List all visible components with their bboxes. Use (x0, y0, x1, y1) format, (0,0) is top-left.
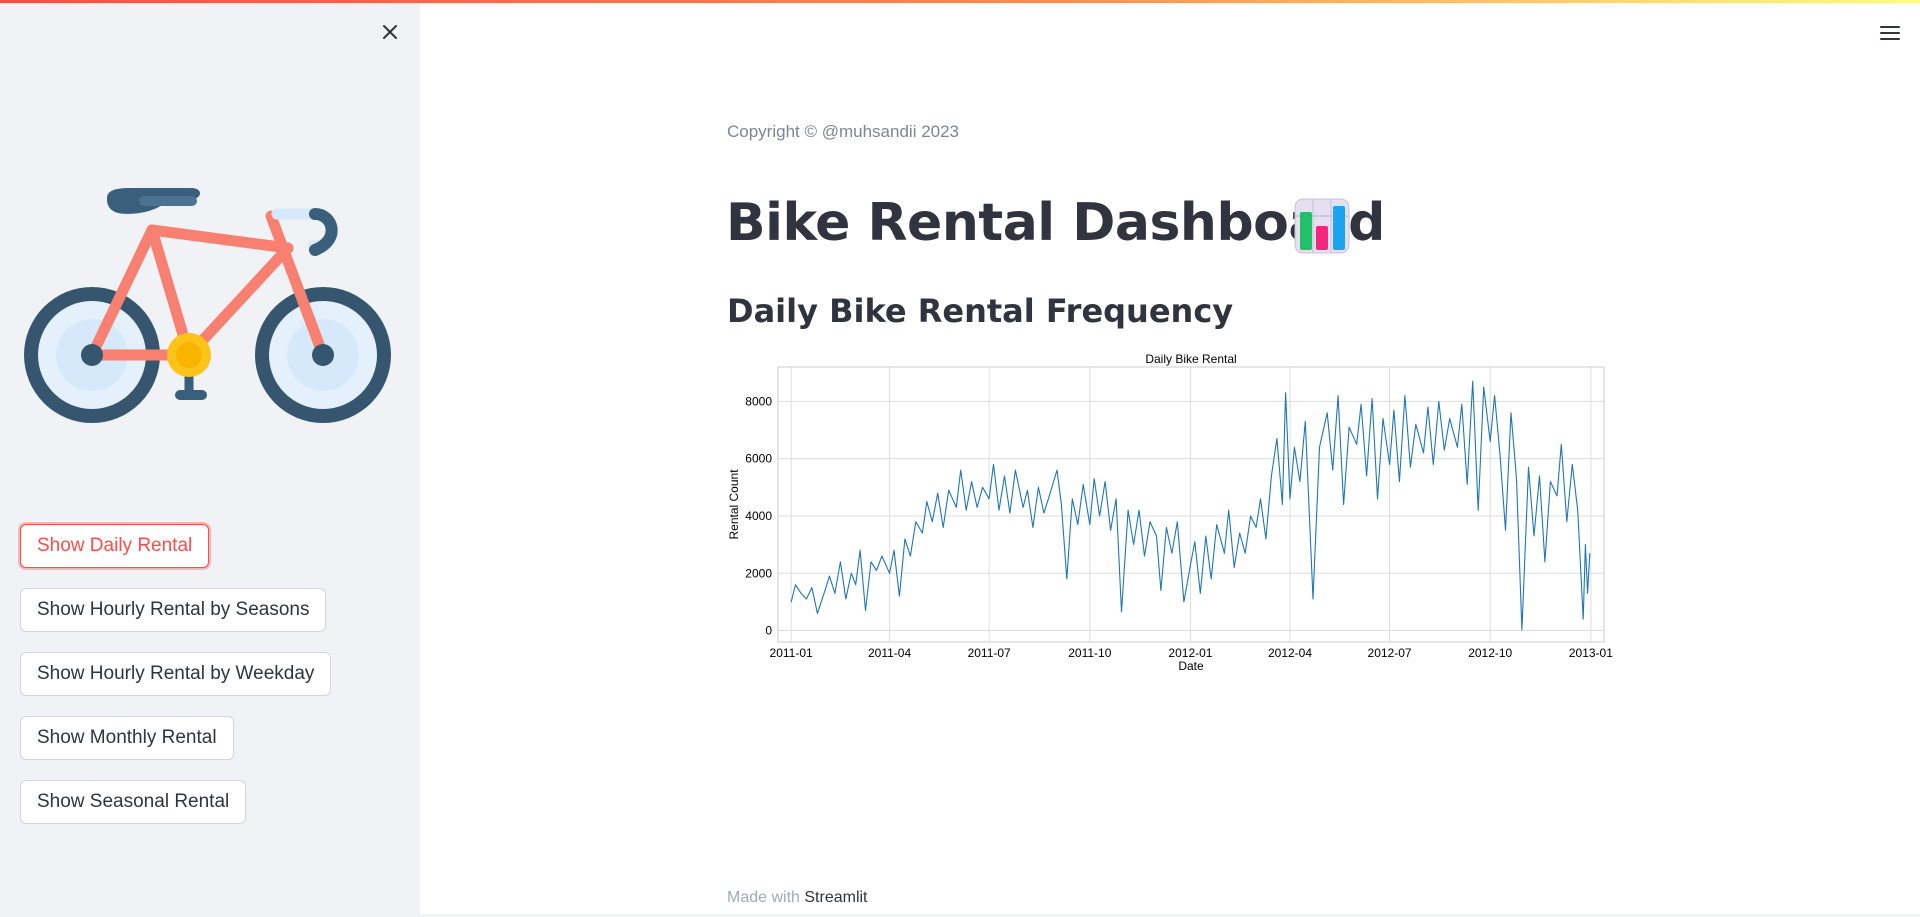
chart-svg: 2011-01 2011-04 2011-07 2011-10 2012-01 2012-… (727, 352, 1613, 673)
series-line-daily-rental (790, 380, 1591, 631)
show-hourly-rental-by-weekday-button[interactable]: Show Hourly Rental by Weekday (20, 652, 332, 696)
x-tick-label: 2012-10 (1468, 646, 1512, 660)
top-decoration-bar (0, 0, 1920, 3)
y-tick-label: 0 (765, 624, 772, 638)
sidebar: Show Daily Rental Show Hourly Rental by … (0, 0, 420, 917)
hamburger-menu-icon[interactable] (1878, 23, 1902, 43)
show-monthly-rental-button[interactable]: Show Monthly Rental (20, 716, 234, 760)
x-tick-label: 2011-04 (868, 646, 911, 660)
x-tick-label: 2011-10 (1068, 646, 1111, 660)
page-title: Bike Rental Dashboard (726, 193, 1385, 253)
x-tick-label: 2012-01 (1168, 646, 1212, 660)
section-heading: Daily Bike Rental Frequency (727, 292, 1234, 330)
close-icon[interactable] (378, 20, 402, 44)
y-axis-label: Rental Count (727, 469, 741, 540)
show-hourly-rental-by-seasons-button[interactable]: Show Hourly Rental by Seasons (20, 588, 327, 632)
bar-chart-emoji-icon (1294, 198, 1350, 254)
x-tick-label: 2013-01 (1569, 646, 1613, 660)
y-tick-label: 4000 (745, 509, 772, 523)
y-tick-label: 6000 (745, 452, 772, 466)
x-tick-label: 2011-01 (770, 646, 813, 660)
y-tick-label: 8000 (745, 394, 772, 408)
x-tick-label: 2012-07 (1368, 646, 1412, 660)
bottom-border (0, 914, 1920, 917)
footer: Made with Streamlit (727, 889, 868, 907)
footer-prefix: Made with (727, 889, 805, 906)
main-content: Copyright © @muhsandii 2023 Bike Rental … (420, 0, 1920, 917)
x-tick-label: 2011-07 (968, 646, 1011, 660)
chart-title: Daily Bike Rental (1145, 352, 1236, 366)
y-tick-label: 2000 (745, 566, 772, 580)
footer-brand-link[interactable]: Streamlit (804, 889, 868, 906)
show-seasonal-rental-button[interactable]: Show Seasonal Rental (20, 780, 247, 824)
bicycle-icon (15, 188, 405, 438)
plot-frame (777, 366, 1605, 643)
x-axis-label: Date (1178, 659, 1204, 673)
daily-rental-chart: 2011-01 2011-04 2011-07 2011-10 2012-01 2012-… (726, 346, 1626, 676)
show-daily-rental-button[interactable]: Show Daily Rental (20, 524, 210, 568)
copyright-text: Copyright © @muhsandii 2023 (727, 122, 960, 141)
x-tick-label: 2012-04 (1268, 646, 1312, 660)
